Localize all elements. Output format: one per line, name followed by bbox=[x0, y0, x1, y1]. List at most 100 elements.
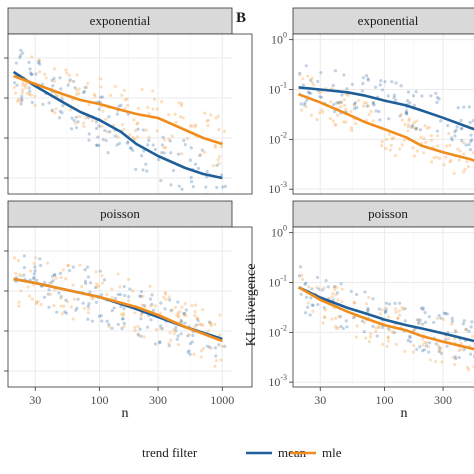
point-mean bbox=[444, 311, 448, 316]
y-tick-label: 100 bbox=[271, 31, 287, 47]
point-mle bbox=[167, 341, 171, 345]
panel-left-top: exponential bbox=[4, 7, 253, 195]
point-mean bbox=[174, 325, 178, 330]
point-mean bbox=[406, 90, 411, 94]
point-mle bbox=[179, 319, 183, 324]
point-mean bbox=[39, 263, 43, 268]
strip-right-bottom bbox=[292, 200, 474, 228]
point-mle bbox=[170, 134, 174, 138]
point-mle bbox=[78, 114, 82, 119]
point-mle bbox=[172, 327, 176, 332]
point-mle bbox=[386, 339, 390, 343]
point-mle bbox=[16, 99, 20, 103]
strip-left-bottom bbox=[7, 200, 233, 228]
point-mean bbox=[142, 149, 146, 153]
point-mean bbox=[95, 126, 99, 131]
point-mle bbox=[378, 312, 382, 316]
point-mean bbox=[151, 143, 155, 147]
point-mle bbox=[104, 117, 108, 121]
point-mle bbox=[180, 101, 184, 106]
point-mle bbox=[71, 317, 75, 321]
point-mean bbox=[103, 128, 107, 133]
point-mean bbox=[416, 318, 420, 322]
point-mean bbox=[179, 332, 183, 336]
point-mean bbox=[122, 284, 126, 289]
point-mean bbox=[311, 303, 315, 307]
point-mean bbox=[149, 318, 153, 322]
point-mean bbox=[189, 175, 193, 180]
point-mle bbox=[33, 94, 37, 98]
point-mean bbox=[434, 91, 438, 95]
point-mean bbox=[163, 307, 167, 311]
point-mle bbox=[122, 88, 126, 93]
point-mean bbox=[27, 86, 31, 90]
point-mle bbox=[133, 137, 137, 141]
point-mle bbox=[193, 325, 197, 329]
point-mle bbox=[177, 313, 181, 317]
point-mean bbox=[50, 108, 54, 112]
point-mle bbox=[368, 335, 373, 339]
point-mle bbox=[118, 285, 122, 289]
point-mean bbox=[299, 292, 303, 296]
point-mle bbox=[337, 101, 341, 105]
point-mle bbox=[128, 133, 132, 137]
point-mean bbox=[361, 81, 365, 86]
point-mean bbox=[320, 288, 325, 292]
point-mean bbox=[63, 310, 67, 314]
point-mle bbox=[146, 105, 150, 109]
point-mean bbox=[414, 90, 418, 94]
point-mean bbox=[337, 100, 341, 104]
point-mle bbox=[95, 285, 99, 289]
point-mle bbox=[60, 95, 64, 99]
point-mle bbox=[17, 304, 21, 308]
point-mle bbox=[377, 326, 381, 330]
point-mle bbox=[78, 263, 82, 267]
point-mean bbox=[365, 104, 369, 108]
point-mean bbox=[146, 143, 150, 147]
point-mle bbox=[151, 107, 155, 111]
point-mean bbox=[84, 281, 88, 286]
x-tick-label: 300 bbox=[434, 393, 452, 407]
point-mean bbox=[33, 269, 37, 273]
point-mean bbox=[174, 329, 178, 333]
point-mle bbox=[176, 343, 181, 347]
point-mean bbox=[315, 275, 320, 280]
trend-line-mle bbox=[13, 74, 223, 146]
point-mle bbox=[36, 299, 40, 304]
panel-bg-right-bottom bbox=[293, 227, 474, 387]
point-mle bbox=[91, 297, 95, 301]
point-mean bbox=[20, 98, 24, 102]
point-mean bbox=[139, 290, 144, 294]
point-mle bbox=[344, 120, 348, 124]
point-mle bbox=[193, 124, 197, 129]
point-mean bbox=[83, 268, 87, 272]
point-mle bbox=[61, 268, 65, 272]
point-mean bbox=[303, 282, 307, 286]
panel-body-left-bottom bbox=[8, 227, 232, 387]
point-mle bbox=[133, 129, 137, 133]
point-mean bbox=[97, 124, 101, 128]
point-mean bbox=[215, 185, 219, 190]
point-mle bbox=[35, 300, 39, 304]
point-mean bbox=[454, 330, 458, 334]
point-mle bbox=[216, 114, 220, 118]
point-mean bbox=[392, 96, 396, 100]
point-mean bbox=[161, 135, 165, 139]
point-mean bbox=[398, 301, 402, 305]
point-mean bbox=[47, 305, 51, 309]
point-mean bbox=[353, 101, 358, 105]
point-mle bbox=[301, 77, 305, 81]
point-mle bbox=[300, 277, 305, 281]
point-mean bbox=[421, 307, 425, 312]
point-mean bbox=[215, 163, 219, 167]
point-mle bbox=[343, 103, 347, 107]
point-mean bbox=[94, 300, 99, 304]
point-mean bbox=[379, 79, 383, 83]
point-mle bbox=[127, 277, 131, 281]
point-mle bbox=[421, 343, 425, 347]
point-mle bbox=[385, 344, 389, 348]
point-mle bbox=[462, 170, 466, 174]
point-mean bbox=[310, 303, 314, 307]
point-mle bbox=[159, 326, 163, 331]
point-mle bbox=[384, 146, 388, 151]
